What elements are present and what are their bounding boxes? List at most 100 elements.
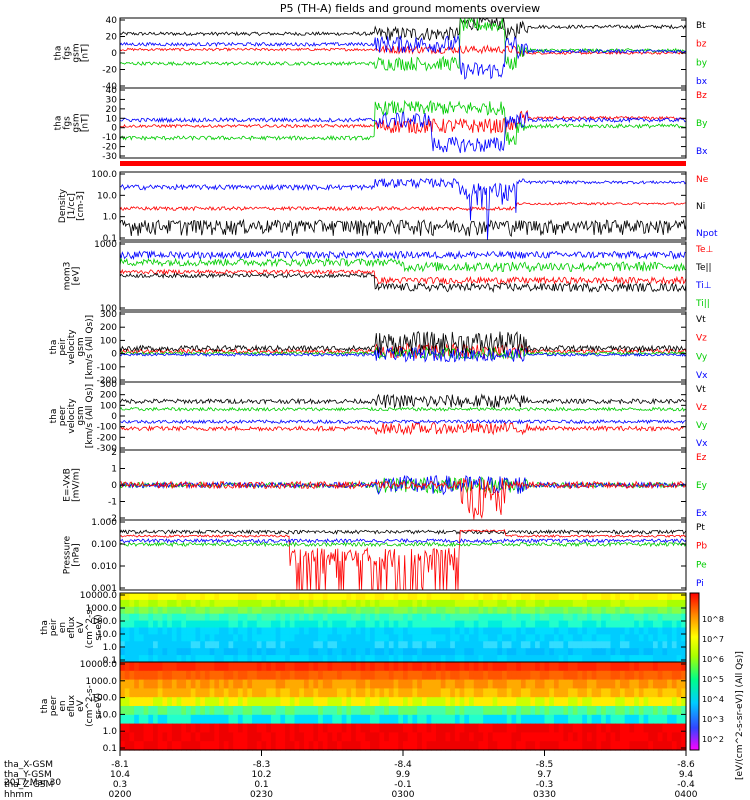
spectro-cell — [195, 688, 201, 698]
y-axis-label: peir — [58, 338, 68, 356]
spectro-cell — [681, 706, 687, 716]
x-row-label: hhmm — [4, 790, 33, 800]
spectro-cell — [176, 679, 182, 689]
spectro-cell — [270, 741, 277, 751]
spectro-cell — [487, 723, 494, 733]
spectro-cell — [313, 634, 319, 642]
spectro-cell — [605, 741, 612, 751]
spectro-cell — [596, 706, 602, 716]
spectro-cell — [681, 655, 687, 663]
spectro-cell — [167, 648, 173, 656]
spectro-cell — [322, 670, 329, 681]
spectro-cell — [143, 655, 149, 663]
spectro-cell — [572, 606, 579, 615]
spectro-cell — [572, 662, 579, 672]
spectro-cell — [134, 679, 140, 689]
spectro-cell — [586, 688, 593, 698]
spectro-cell — [426, 648, 432, 656]
spectro-cell — [275, 606, 281, 615]
spectro-cell — [652, 627, 659, 635]
spectro-cell — [181, 641, 187, 649]
spectro-cell — [313, 648, 319, 656]
spectro-cell — [577, 732, 583, 742]
spectro-cell — [256, 620, 263, 629]
spectro-cell — [516, 697, 522, 707]
spectro-cell — [303, 662, 310, 672]
spectro-cell — [204, 620, 211, 629]
spectro-cell — [200, 593, 206, 601]
spectro-cell — [138, 613, 145, 622]
spectro-cell — [464, 613, 470, 622]
spectro-cell — [143, 688, 149, 698]
spectro-cell — [313, 723, 319, 733]
spectro-cell — [138, 634, 145, 642]
spectro-cell — [214, 670, 220, 681]
y-tick-label: 0 — [111, 49, 117, 59]
spectro-cell — [469, 627, 475, 635]
spectro-cell — [601, 641, 607, 649]
spectro-cell — [426, 634, 432, 642]
spectro-cell — [124, 648, 131, 656]
spectro-cell — [648, 741, 654, 751]
spectro-cell — [403, 697, 409, 707]
spectro-cell — [582, 641, 588, 649]
spectro-cell — [148, 593, 154, 601]
spectro-cell — [157, 679, 164, 689]
spectro-cell — [652, 655, 659, 663]
spectro-cell — [610, 641, 616, 649]
spectro-cell — [577, 655, 583, 663]
spectro-cell — [138, 723, 145, 733]
spectro-cell — [549, 593, 555, 601]
spectro-cell — [572, 732, 579, 742]
legend-entry: Vy — [696, 352, 708, 362]
spectro-cell — [619, 599, 626, 608]
spectro-cell — [228, 706, 234, 716]
spectro-cell — [120, 613, 126, 622]
spectro-cell — [572, 697, 579, 707]
colorbar-ticks: 10^210^310^410^510^610^710^8 — [702, 615, 724, 744]
spectro-cell — [190, 679, 197, 689]
spectro-cell — [619, 679, 626, 689]
spectro-cell — [431, 641, 437, 649]
spectro-cell — [473, 679, 480, 689]
spectro-cell — [157, 641, 164, 649]
spectro-cell — [266, 648, 272, 656]
spectro-cell — [648, 655, 654, 663]
spectro-cell — [365, 634, 371, 642]
spectro-cell — [535, 670, 541, 681]
spectro-cell — [469, 613, 475, 622]
spectro-cell — [426, 679, 432, 689]
spectro-cell — [280, 634, 286, 642]
spectro-cell — [346, 697, 352, 707]
spectro-cell — [563, 732, 569, 742]
spectro-cell — [200, 741, 206, 751]
spectro-cell — [365, 641, 371, 649]
spectro-cell — [421, 714, 428, 725]
y-tick-label: -100 — [97, 423, 118, 433]
spectro-cell — [195, 620, 201, 629]
spectro-cell — [294, 679, 300, 689]
spectro-cell — [506, 732, 513, 742]
spectro-cell — [530, 679, 536, 689]
spectro-cell — [615, 606, 621, 615]
spectro-cell — [440, 613, 447, 622]
spectro-cell — [374, 706, 381, 716]
spectro-cell — [511, 648, 517, 656]
spectro-cell — [407, 688, 414, 698]
spectro-cell — [195, 634, 201, 642]
spectro-cell — [369, 655, 376, 663]
spectro-cell — [318, 593, 324, 601]
spectro-cell — [478, 732, 484, 742]
spectro-cell — [266, 641, 272, 649]
spectro-cell — [591, 620, 597, 629]
spectro-cell — [134, 613, 140, 622]
spectro-cell — [322, 714, 329, 725]
spectro-cell — [351, 741, 357, 751]
spectro-cell — [417, 732, 423, 742]
y-tick-label: -10 — [102, 133, 117, 143]
spectro-cell — [601, 670, 607, 681]
spectro-cell — [384, 606, 390, 615]
spectro-cell — [421, 688, 428, 698]
spectro-cell — [223, 655, 230, 663]
spectro-cell — [459, 723, 465, 733]
